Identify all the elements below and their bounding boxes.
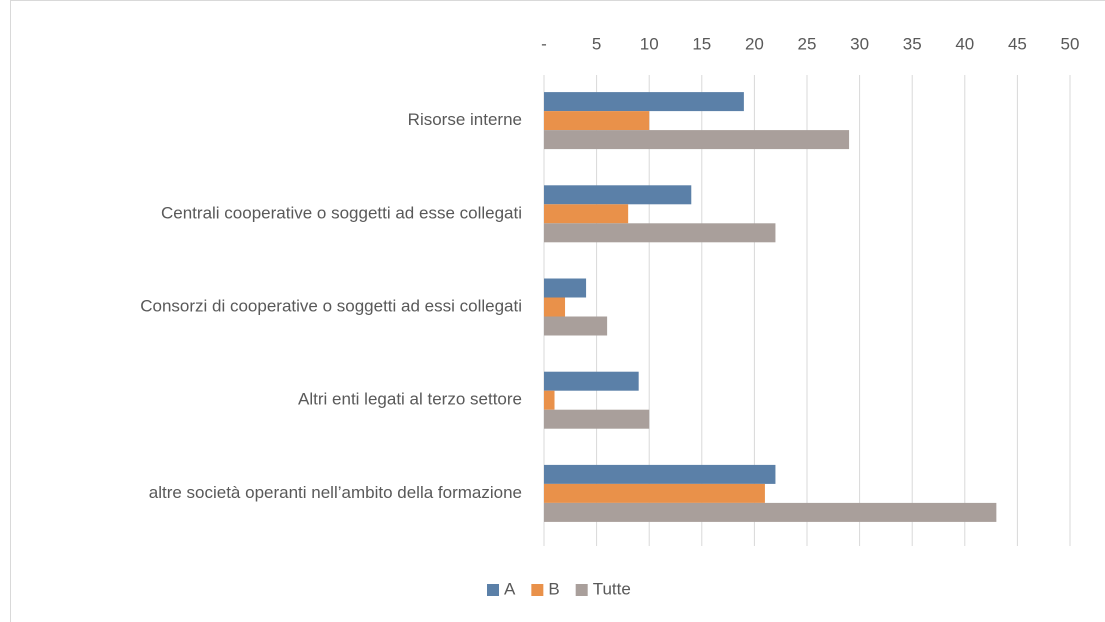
bar — [544, 483, 765, 503]
x-tick-label: 30 — [850, 34, 869, 53]
bar — [544, 409, 650, 429]
y-tick-label: Centrali cooperative o soggetti ad esse … — [161, 203, 522, 222]
y-tick-label: Risorse interne — [408, 110, 522, 129]
bar — [544, 464, 776, 484]
bar — [544, 223, 776, 243]
bar — [544, 278, 587, 298]
x-tick-label: 20 — [745, 34, 764, 53]
legend-label: Tutte — [593, 579, 631, 598]
bar — [544, 185, 692, 205]
legend-label: B — [548, 579, 559, 598]
x-tick-label: 15 — [692, 34, 711, 53]
legend-swatch — [487, 584, 499, 596]
x-tick-label: 50 — [1061, 34, 1080, 53]
legend-swatch — [575, 584, 588, 596]
x-tick-label: 10 — [640, 34, 659, 53]
x-tick-label: 35 — [903, 34, 922, 53]
bar — [544, 371, 639, 391]
y-tick-label: Consorzi di cooperative o soggetti ad es… — [140, 296, 522, 315]
bar — [544, 130, 850, 150]
x-tick-label: 45 — [1008, 34, 1027, 53]
y-tick-label: Altri enti legati al terzo settore — [298, 390, 522, 409]
legend-label: A — [504, 579, 516, 598]
y-tick-label: altre società operanti nell’ambito della… — [149, 483, 522, 502]
legend-swatch — [531, 584, 544, 596]
bar — [544, 111, 650, 131]
bar — [544, 316, 608, 336]
bar — [544, 92, 744, 112]
x-tick-label: 5 — [592, 34, 601, 53]
x-tick-label: 25 — [798, 34, 817, 53]
bar — [544, 502, 997, 522]
bar — [544, 204, 629, 224]
bar — [544, 390, 555, 410]
x-tick-label: 40 — [955, 34, 974, 53]
bar — [544, 297, 566, 317]
x-tick-label: - — [541, 34, 547, 53]
